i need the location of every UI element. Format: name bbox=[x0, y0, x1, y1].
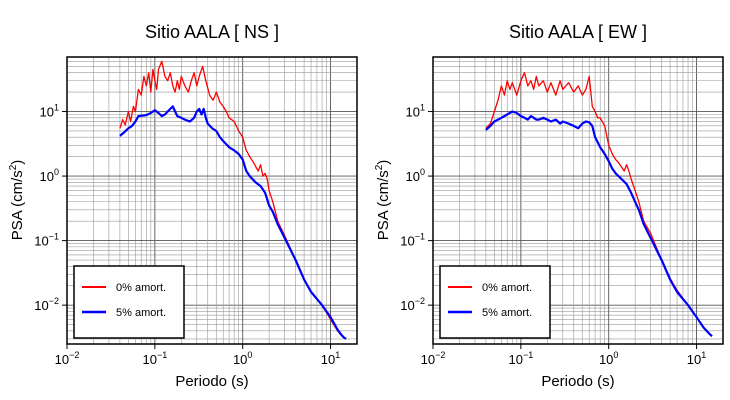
chart-title: Sitio AALA [ NS ] bbox=[145, 22, 279, 42]
y-tick-label: 100 bbox=[40, 167, 59, 184]
chart-title: Sitio AALA [ EW ] bbox=[509, 22, 647, 42]
x-tick-label: 101 bbox=[321, 350, 340, 367]
x-tick-label: 101 bbox=[687, 350, 706, 367]
plot-frame bbox=[66, 56, 358, 345]
y-tick-labels: 10−2 10−1 100 101 bbox=[400, 103, 433, 313]
legend: 0% amort. 5% amort. bbox=[73, 265, 185, 339]
series-layer bbox=[485, 72, 713, 338]
y-tick-label: 10−2 bbox=[400, 296, 425, 313]
x-tick-labels: 10−2 10−1 100 101 bbox=[421, 344, 706, 367]
legend-label-0pct: 0% amort. bbox=[482, 282, 532, 294]
y-axis-label: PSA (cm/s2) bbox=[374, 160, 392, 241]
chart-panel-ns: Sitio AALA [ NS ] 10−2 10−1 100 101 10−210−… bbox=[8, 22, 358, 390]
series-layer bbox=[119, 60, 347, 340]
x-tick-label: 10−2 bbox=[55, 350, 80, 367]
series-line-0pct-damping bbox=[485, 72, 713, 337]
series-line-5pct-damping bbox=[485, 110, 713, 338]
legend-label-0pct: 0% amort. bbox=[116, 282, 166, 294]
legend-box bbox=[73, 265, 185, 339]
y-axis-label-sup: 2 bbox=[8, 164, 19, 170]
y-axis-label: PSA (cm/s2) bbox=[8, 160, 26, 241]
series-line-5pct-damping bbox=[119, 105, 347, 340]
x-axis-label: Periodo (s) bbox=[541, 373, 614, 390]
x-tick-labels: 10−2 10−1 100 101 bbox=[55, 344, 340, 367]
x-tick-label: 100 bbox=[233, 350, 252, 367]
y-tick-label: 10−2 bbox=[34, 296, 59, 313]
y-tick-labels: 10−2 10−1 100 101 bbox=[34, 103, 67, 313]
x-tick-label: 10−2 bbox=[421, 350, 446, 367]
y-tick-label: 101 bbox=[40, 103, 59, 120]
y-tick-label: 10−1 bbox=[34, 232, 59, 249]
legend-box bbox=[439, 265, 551, 339]
x-axis-label: Periodo (s) bbox=[175, 373, 248, 390]
grid-layer bbox=[433, 57, 723, 344]
x-tick-label: 100 bbox=[599, 350, 618, 367]
y-axis-label-end: ) bbox=[9, 160, 26, 165]
y-tick-label: 10−1 bbox=[400, 232, 425, 249]
legend: 0% amort. 5% amort. bbox=[439, 265, 551, 339]
chart-panel-ew: Sitio AALA [ EW ] 10−2 10−1 100 101 10−210−… bbox=[374, 22, 724, 390]
y-tick-label: 100 bbox=[406, 167, 425, 184]
plot-frame bbox=[432, 56, 724, 345]
y-axis-label-main: PSA (cm/s bbox=[9, 170, 26, 240]
legend-label-5pct: 5% amort. bbox=[116, 307, 166, 319]
y-tick-label: 101 bbox=[406, 103, 425, 120]
x-tick-label: 10−1 bbox=[508, 350, 533, 367]
x-tick-label: 10−1 bbox=[142, 350, 167, 367]
y-axis-label-main: PSA (cm/s bbox=[375, 170, 392, 240]
y-axis-label-sup: 2 bbox=[374, 164, 385, 170]
legend-label-5pct: 5% amort. bbox=[482, 307, 532, 319]
y-axis-label-end: ) bbox=[375, 160, 392, 165]
series-line-0pct-damping bbox=[119, 60, 347, 340]
